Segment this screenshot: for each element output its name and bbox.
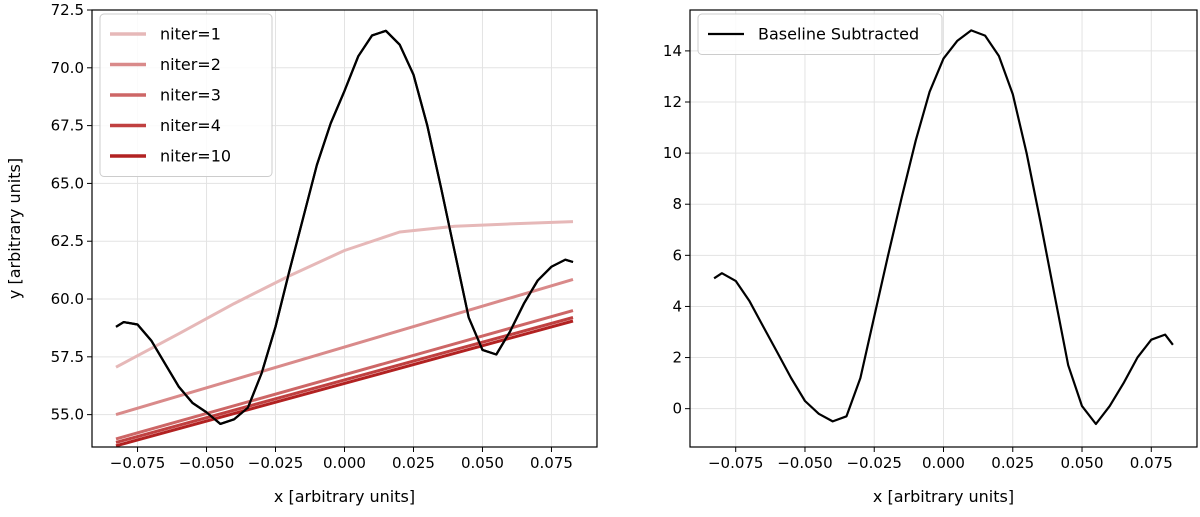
x-axis-label: x [arbitrary units] [873, 487, 1014, 506]
series-line-niter-10 [115, 319, 574, 448]
legend-label: niter=2 [160, 55, 221, 74]
legend: niter=1 niter=2 niter=3 niter=4 niter=10 [99, 13, 273, 177]
y-tick-label: 60.0 [51, 290, 84, 308]
y-tick-label: 12 [663, 93, 682, 111]
x-tick-label: 0.000 [922, 454, 965, 472]
x-tick-label: −0.075 [708, 454, 764, 472]
series-line-niter-4 [115, 316, 574, 444]
x-tick-label: −0.050 [777, 454, 833, 472]
y-tick-label: 0 [672, 400, 682, 418]
legend-box [697, 13, 943, 55]
y-tick-label: 70.0 [51, 59, 84, 77]
x-tick-label: −0.050 [179, 454, 235, 472]
legend-label: niter=1 [160, 25, 221, 44]
y-tick-label: 10 [663, 144, 682, 162]
y-tick-label: 4 [672, 297, 682, 315]
y-tick-label: 67.5 [51, 117, 84, 135]
x-tick-label: 0.050 [1061, 454, 1104, 472]
legend-label: niter=4 [160, 116, 221, 135]
x-tick-label: −0.025 [248, 454, 304, 472]
legend-label: niter=10 [160, 147, 231, 166]
x-tick-label: −0.075 [110, 454, 166, 472]
y-tick-label: 72.5 [51, 1, 84, 19]
series-line-niter-2 [115, 277, 574, 417]
chart-panel-2: −0.075 −0.050 −0.025 0.000 0.025 0.050 0.075 0 2… [663, 9, 1198, 506]
y-tick-label: 14 [663, 42, 682, 60]
x-tick-label: 0.025 [392, 454, 435, 472]
y-tick-label: 62.5 [51, 232, 84, 250]
series-line-baseline-subtracted [713, 29, 1174, 426]
x-tick-label: −0.025 [846, 454, 902, 472]
y-tick-label: 8 [672, 195, 682, 213]
series-line-niter-1 [115, 220, 574, 369]
legend-label: niter=3 [160, 86, 221, 105]
y-tick-label: 65.0 [51, 174, 84, 192]
x-axis-label: x [arbitrary units] [274, 487, 415, 506]
y-tick-label: 6 [672, 246, 682, 264]
x-tick-label: 0.025 [991, 454, 1034, 472]
x-tick-label: 0.050 [461, 454, 504, 472]
x-tick-label: 0.000 [323, 454, 366, 472]
chart-panel-1: −0.075 −0.050 −0.025 0.000 0.025 0.050 0.075 55… [5, 1, 598, 506]
legend-box [99, 13, 273, 177]
y-axis-label: y [arbitrary units] [5, 158, 24, 299]
legend-label: Baseline Subtracted [758, 25, 919, 44]
y-tick-label: 55.0 [51, 406, 84, 424]
y-tick-label: 57.5 [51, 348, 84, 366]
series-line-niter-3 [115, 309, 574, 441]
x-tick-label: 0.075 [1130, 454, 1173, 472]
series-line-data-top [115, 29, 574, 425]
x-tick-label: 0.075 [530, 454, 573, 472]
legend: Baseline Subtracted [697, 13, 943, 55]
y-tick-label: 2 [672, 349, 682, 367]
